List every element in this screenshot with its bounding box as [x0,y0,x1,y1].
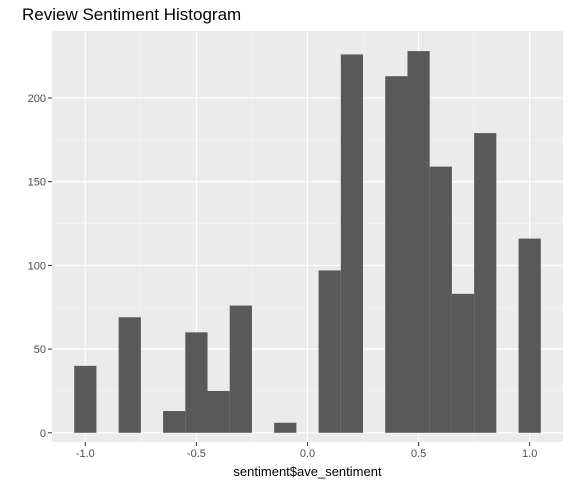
histogram-bar [407,51,430,433]
histogram-bar [518,238,541,433]
histogram-bar [185,332,208,433]
y-tick-label: 0 [40,428,46,440]
histogram-bar [274,422,297,433]
y-tick-label: 200 [28,93,46,105]
histogram-bar [118,317,141,433]
x-axis: -1.0 -0.5 0.0 0.5 1.0 [76,442,537,460]
histogram-bar [318,270,341,433]
histogram-bar [451,293,475,433]
x-axis-title: sentiment$ave_sentiment [233,464,382,479]
x-tick-label: 0.5 [411,448,426,460]
histogram-bar [163,411,186,433]
y-axis: 0 50 100 150 200 [28,93,52,440]
y-tick-label: 100 [28,260,46,272]
histogram-bar [340,54,364,433]
chart-title: Review Sentiment Histogram [22,5,242,24]
histogram-bar [74,365,97,433]
histogram-bar [207,390,230,433]
x-tick-label: -0.5 [187,448,206,460]
histogram-bar [474,133,497,433]
x-tick-label: 1.0 [522,448,537,460]
x-tick-label: -1.0 [76,448,95,460]
histogram-bar [429,166,452,433]
x-tick-label: 0.0 [300,448,315,460]
histogram-bars [74,51,541,433]
y-tick-label: 50 [34,344,46,356]
histogram-bar [229,305,252,433]
histogram-bar [385,76,408,433]
y-tick-label: 150 [28,177,46,189]
